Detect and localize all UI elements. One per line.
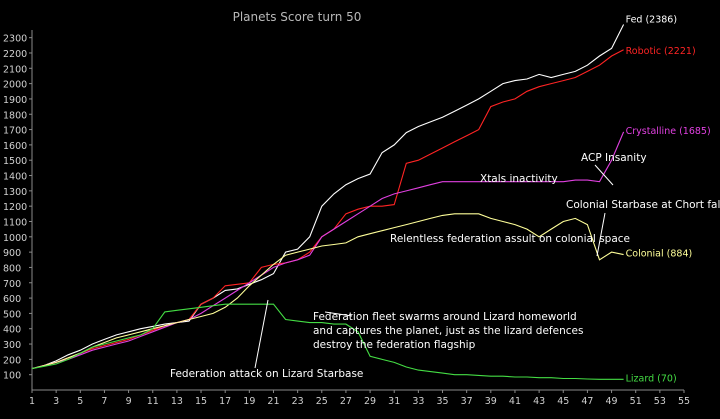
- x-tick-label: 31: [388, 396, 400, 407]
- annotation-text: Federation attack on Lizard Starbase: [170, 368, 363, 380]
- x-tick-label: 23: [292, 396, 304, 407]
- y-tick-label: 1600: [3, 141, 27, 152]
- y-tick-label: 1400: [3, 172, 27, 183]
- annotation-text: Federation fleet swarms around Lizard ho…: [313, 311, 577, 323]
- y-tick-label: 1500: [3, 156, 27, 167]
- y-tick-label: 2100: [3, 64, 27, 75]
- annotation-leader-line: [594, 164, 614, 186]
- x-tick-label: 29: [364, 396, 376, 407]
- chart-series: [31, 24, 625, 380]
- annotation-text: Relentless federation assult on colonial…: [390, 233, 630, 245]
- y-tick-label: 500: [3, 309, 21, 320]
- x-tick-label: 9: [126, 396, 132, 407]
- y-tick-label: 1200: [3, 202, 27, 213]
- series-label-robotic: Robotic (2221): [626, 46, 696, 57]
- series-line-crystalline: [31, 131, 625, 370]
- x-tick-label: 33: [412, 396, 424, 407]
- series-line-lizard: [31, 303, 624, 380]
- y-tick-label: 1700: [3, 126, 27, 137]
- y-tick-label: 600: [3, 294, 21, 305]
- x-tick-label: 21: [267, 396, 279, 407]
- series-label-fed: Fed (2386): [626, 14, 677, 25]
- x-tick-label: 35: [436, 396, 448, 407]
- series-line-fed: [31, 24, 625, 370]
- x-tick-label: 19: [243, 396, 255, 407]
- x-tick-label: 3: [53, 396, 59, 407]
- y-tick-label: 900: [3, 248, 21, 259]
- y-tick-label: 1800: [3, 110, 27, 121]
- y-tick-label: 1900: [3, 95, 27, 106]
- annotation-text: Xtals inactivity: [480, 173, 558, 185]
- x-tick-label: 25: [316, 396, 328, 407]
- x-tick-label: 7: [101, 396, 107, 407]
- series-label-colonial: Colonial (884): [626, 249, 693, 260]
- x-tick-label: 41: [509, 396, 521, 407]
- chart-axes: 100 200 300 400 500 600 700 800 900 1000 1100 1200 1…: [3, 30, 690, 407]
- x-tick-label: 55: [678, 396, 690, 407]
- y-tick-label: 200: [3, 355, 21, 366]
- y-tick-label: 1100: [3, 217, 27, 228]
- y-tick-label: 300: [3, 340, 21, 351]
- annotation-text: and captures the planet, just as the liz…: [313, 325, 583, 337]
- annotation-text: ACP Insanity: [581, 152, 647, 164]
- annotation-leader-line: [596, 212, 606, 257]
- x-tick-label: 17: [219, 396, 231, 407]
- y-tick-label: 1000: [3, 233, 27, 244]
- x-tick-label: 27: [340, 396, 352, 407]
- y-tick-label: 400: [3, 325, 21, 336]
- annotation-leader-line: [254, 299, 269, 369]
- y-tick-label: 2000: [3, 80, 27, 91]
- y-tick-label: 800: [3, 263, 21, 274]
- annotation-leader-line: [324, 311, 353, 317]
- x-tick-label: 39: [485, 396, 497, 407]
- x-tick-label: 13: [171, 396, 183, 407]
- x-tick-label: 45: [557, 396, 569, 407]
- x-tick-label: 11: [147, 396, 159, 407]
- y-tick-label: 2200: [3, 49, 27, 60]
- x-tick-label: 49: [606, 396, 618, 407]
- x-tick-label: 15: [195, 396, 207, 407]
- chart-labels: Fed (2386) Robotic (2221) Crystalline (168…: [170, 14, 720, 384]
- y-tick-label: 2300: [3, 34, 27, 45]
- x-tick-label: 47: [581, 396, 593, 407]
- series-label-crystalline: Crystalline (1685): [626, 126, 711, 137]
- x-tick-label: 43: [533, 396, 545, 407]
- x-tick-label: 53: [654, 396, 666, 407]
- y-tick-label: 100: [3, 371, 21, 382]
- annotation-text: destroy the federation flagship: [313, 339, 476, 351]
- x-tick-label: 1: [29, 396, 35, 407]
- annotation-text: Colonial Starbase at Chort falls: [566, 199, 720, 211]
- x-tick-label: 5: [77, 396, 83, 407]
- series-line-colonial: [31, 213, 624, 370]
- y-tick-label: 1300: [3, 187, 27, 198]
- chart-title: Planets Score turn 50: [233, 10, 362, 24]
- series-label-lizard: Lizard (70): [626, 373, 677, 384]
- x-tick-label: 51: [630, 396, 642, 407]
- x-tick-label: 37: [461, 396, 473, 407]
- y-tick-label: 700: [3, 279, 21, 290]
